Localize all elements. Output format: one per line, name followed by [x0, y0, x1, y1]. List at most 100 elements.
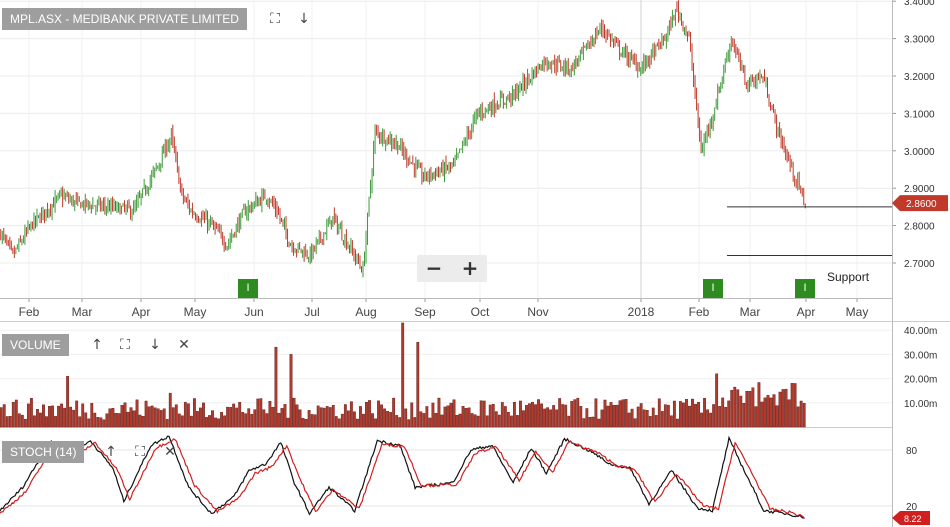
volume-bar	[694, 403, 697, 428]
volume-bar	[138, 414, 142, 428]
volume-bar	[437, 397, 441, 428]
volume-bar	[346, 410, 350, 428]
volume-bar	[769, 397, 773, 428]
volume-bar	[440, 414, 444, 428]
volume-bar	[407, 419, 411, 428]
volume-bar	[416, 342, 420, 428]
volume-bar	[135, 399, 139, 428]
volume-bar	[17, 413, 21, 428]
volume-bar	[150, 405, 154, 428]
volume-bar	[349, 401, 353, 428]
volume-bar	[540, 403, 543, 428]
event-marker[interactable]: I	[703, 279, 723, 298]
volume-bar	[470, 413, 474, 428]
volume-bar	[636, 406, 640, 428]
arrow-down-icon[interactable]: ↓	[149, 337, 161, 353]
volume-bar	[241, 412, 245, 428]
volume-bar	[494, 411, 498, 428]
volume-bar	[482, 400, 486, 428]
volume-bar	[479, 400, 483, 428]
volume-bar	[23, 419, 27, 428]
volume-bar	[186, 403, 190, 428]
volume-bar	[48, 406, 51, 428]
x-tick-label: Feb	[19, 305, 40, 319]
volume-bar	[413, 417, 417, 428]
volume-bar	[663, 404, 667, 428]
volume-bar	[558, 398, 562, 428]
volume-bar	[265, 413, 269, 428]
volume-bar	[431, 402, 435, 428]
volume-bar	[259, 398, 263, 428]
volume-bar	[488, 404, 492, 428]
volume-bar	[648, 416, 652, 428]
volume-bar	[262, 409, 266, 428]
arrow-up-icon[interactable]: ↑	[105, 444, 117, 460]
volume-bar	[274, 346, 278, 428]
volume-bar	[368, 400, 371, 428]
volume-bar	[183, 402, 187, 428]
volume-bar	[660, 411, 664, 428]
volume-bar	[286, 417, 290, 428]
volume-bar	[564, 404, 568, 428]
volume-bar	[271, 406, 275, 428]
x-tick-label: Mar	[740, 305, 761, 319]
event-marker[interactable]: I	[238, 279, 258, 298]
event-marker[interactable]: I	[795, 279, 815, 298]
chart-title: MPL.ASX - MEDIBANK PRIVATE LIMITED	[2, 8, 247, 30]
volume-bar	[763, 397, 767, 428]
volume-tick-label: 20.00m	[904, 375, 937, 386]
volume-bar	[2, 404, 6, 428]
expand-icon[interactable]: ⛶	[270, 11, 280, 27]
volume-bar	[277, 412, 281, 428]
zoom-out-button[interactable]: −	[425, 256, 443, 280]
support-annotation: Support	[827, 270, 870, 284]
volume-bar	[283, 404, 287, 428]
volume-bar	[446, 405, 450, 428]
volume-bar	[742, 403, 746, 428]
arrow-up-icon[interactable]: ↑	[91, 337, 103, 353]
volume-bar	[476, 415, 480, 428]
x-tick-label: Apr	[132, 305, 151, 319]
volume-bar	[645, 410, 649, 428]
volume-bar	[214, 417, 217, 428]
close-icon[interactable]: ✕	[164, 444, 176, 460]
volume-bar	[5, 416, 9, 428]
volume-bar	[546, 407, 550, 428]
zoom-in-button[interactable]: +	[461, 256, 479, 280]
volume-bar	[419, 411, 423, 428]
volume-bar	[567, 415, 571, 428]
volume-bar	[485, 415, 489, 428]
volume-bar	[528, 403, 531, 428]
volume-bar	[422, 413, 426, 428]
volume-bar	[325, 406, 329, 428]
volume-panel-title: VOLUME	[2, 334, 69, 356]
volume-bar	[319, 407, 323, 428]
volume-bar	[506, 412, 510, 428]
volume-bar	[509, 415, 513, 428]
close-icon[interactable]: ✕	[178, 337, 190, 353]
expand-icon[interactable]: ⛶	[135, 444, 145, 460]
volume-bar	[579, 406, 583, 428]
x-tick-label: Jun	[244, 305, 263, 319]
volume-bar	[298, 409, 302, 428]
volume-bar	[642, 409, 646, 428]
volume-bar	[733, 386, 737, 428]
volume-bar	[531, 402, 534, 428]
volume-bar	[177, 413, 181, 428]
y-tick-label: 3.4000	[904, 0, 935, 8]
volume-bar	[102, 419, 106, 428]
volume-bar	[84, 412, 88, 428]
volume-bar	[322, 407, 326, 428]
volume-bar	[434, 413, 438, 428]
expand-icon[interactable]: ⛶	[120, 337, 130, 353]
volume-bar	[105, 413, 109, 428]
volume-bar	[371, 413, 374, 428]
volume-bar	[253, 409, 257, 428]
download-icon[interactable]: ↓	[298, 11, 310, 27]
volume-bar	[787, 399, 791, 428]
volume-bar	[223, 415, 227, 428]
volume-bar	[141, 416, 145, 428]
volume-bar	[192, 398, 196, 428]
volume-bar	[295, 404, 299, 428]
